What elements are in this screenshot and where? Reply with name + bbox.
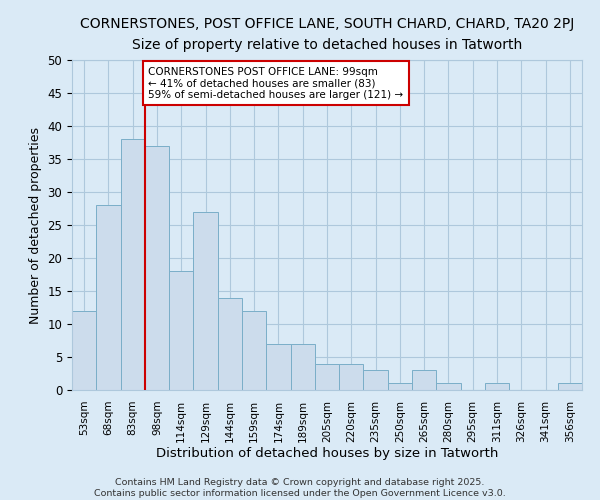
X-axis label: Distribution of detached houses by size in Tatworth: Distribution of detached houses by size … (156, 448, 498, 460)
Bar (315, 364, 339, 390)
Bar (412, 370, 436, 390)
Bar (72, 311, 96, 390)
Bar (388, 384, 412, 390)
Text: Contains HM Land Registry data © Crown copyright and database right 2025.
Contai: Contains HM Land Registry data © Crown c… (94, 478, 506, 498)
Bar (169, 271, 193, 390)
Bar (121, 139, 145, 390)
Bar (364, 370, 388, 390)
Bar (218, 298, 242, 390)
Bar (96, 205, 121, 390)
Bar (290, 344, 315, 390)
Bar (485, 384, 509, 390)
Bar (242, 311, 266, 390)
Bar (266, 344, 290, 390)
Text: CORNERSTONES POST OFFICE LANE: 99sqm
← 41% of detached houses are smaller (83)
5: CORNERSTONES POST OFFICE LANE: 99sqm ← 4… (149, 66, 404, 100)
Bar (558, 384, 582, 390)
Title: CORNERSTONES, POST OFFICE LANE, SOUTH CHARD, CHARD, TA20 2PJ
Size of property re: CORNERSTONES, POST OFFICE LANE, SOUTH CH… (80, 18, 574, 52)
Bar (193, 212, 218, 390)
Bar (145, 146, 169, 390)
Bar (339, 364, 364, 390)
Y-axis label: Number of detached properties: Number of detached properties (29, 126, 42, 324)
Bar (436, 384, 461, 390)
